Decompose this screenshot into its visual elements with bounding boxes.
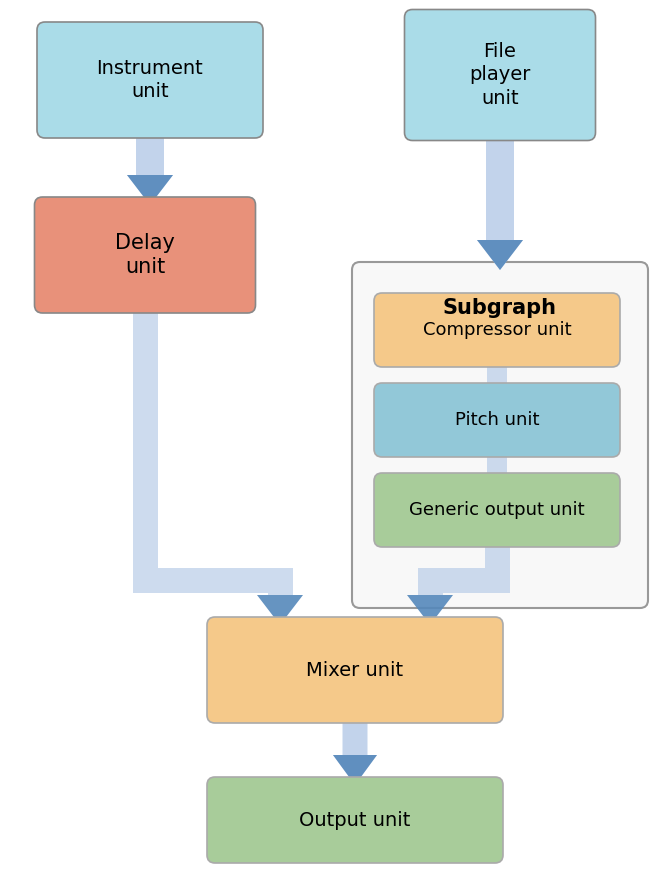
Polygon shape [407,595,453,625]
FancyBboxPatch shape [35,197,255,313]
Polygon shape [417,568,510,593]
FancyBboxPatch shape [374,383,620,457]
Polygon shape [487,359,507,391]
Polygon shape [257,595,303,625]
FancyBboxPatch shape [37,22,263,138]
Polygon shape [132,568,293,593]
Polygon shape [127,175,173,205]
Text: Mixer unit: Mixer unit [307,660,403,680]
FancyBboxPatch shape [374,473,620,547]
Polygon shape [477,240,523,270]
Text: Pitch unit: Pitch unit [455,411,539,429]
Polygon shape [487,449,507,481]
Text: Generic output unit: Generic output unit [409,501,585,519]
Polygon shape [417,593,443,595]
FancyBboxPatch shape [207,777,503,863]
Polygon shape [477,132,523,270]
Text: Compressor unit: Compressor unit [422,321,571,339]
Polygon shape [127,130,173,205]
Polygon shape [267,593,293,595]
FancyBboxPatch shape [405,10,595,141]
Text: File
player
unit: File player unit [470,42,531,108]
FancyBboxPatch shape [374,293,620,367]
Polygon shape [132,305,157,568]
Text: Instrument
unit: Instrument unit [97,59,203,102]
Text: Subgraph: Subgraph [443,298,557,318]
FancyBboxPatch shape [207,617,503,723]
Polygon shape [333,755,377,785]
FancyBboxPatch shape [352,262,648,608]
Polygon shape [485,539,510,568]
Polygon shape [333,715,377,785]
Text: Output unit: Output unit [299,811,411,830]
Text: Delay
unit: Delay unit [115,233,175,277]
